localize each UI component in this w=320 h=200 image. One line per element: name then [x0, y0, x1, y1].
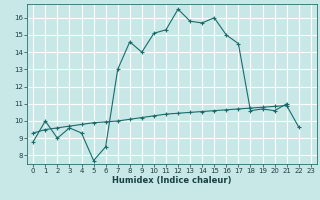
X-axis label: Humidex (Indice chaleur): Humidex (Indice chaleur): [112, 176, 232, 185]
